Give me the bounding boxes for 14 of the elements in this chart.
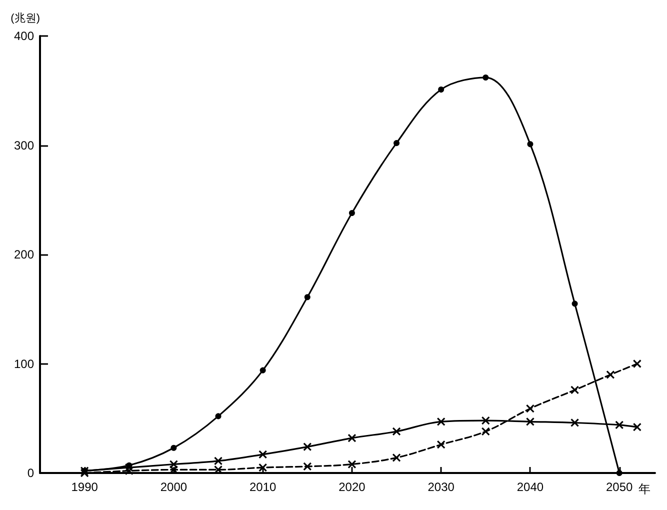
- x-tick-label: 1990: [71, 480, 98, 494]
- x-tick-label: 2030: [428, 480, 455, 494]
- y-axis-title: (兆원): [10, 12, 40, 24]
- y-tick-label: 100: [14, 356, 34, 371]
- x-axis-title: 年: [638, 482, 651, 496]
- x-tick-label: 2000: [160, 480, 188, 494]
- x-tick-label: 2040: [516, 480, 544, 494]
- y-tick-label: 400: [14, 29, 34, 43]
- x-tick-label: 2050: [606, 480, 634, 494]
- x-tick-label: 2010: [249, 480, 276, 494]
- y-tick-label: 0: [27, 466, 34, 480]
- x-tick-label: 2020: [338, 480, 366, 494]
- y-tick-label: 200: [14, 248, 34, 262]
- y-tick-label: 300: [14, 138, 34, 152]
